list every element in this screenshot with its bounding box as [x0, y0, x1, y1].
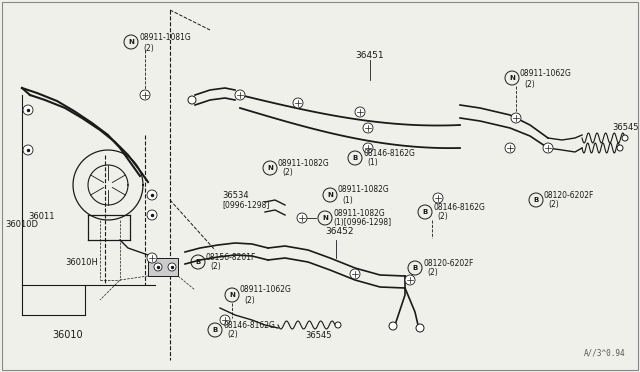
Text: (2): (2)	[210, 263, 221, 272]
Text: 08911-1081G: 08911-1081G	[139, 33, 191, 42]
Text: (2): (2)	[437, 212, 448, 221]
Text: B: B	[412, 265, 418, 271]
Circle shape	[140, 90, 150, 100]
Text: N: N	[128, 39, 134, 45]
Circle shape	[355, 107, 365, 117]
Text: 36011: 36011	[28, 212, 54, 221]
Text: 36010D: 36010D	[5, 220, 38, 229]
Text: N: N	[327, 192, 333, 198]
Text: (1): (1)	[367, 158, 378, 167]
Circle shape	[147, 253, 157, 263]
Text: N: N	[267, 165, 273, 171]
Text: [0996-1298]: [0996-1298]	[222, 201, 269, 209]
Text: A//3^0.94: A//3^0.94	[584, 349, 625, 358]
Text: 08156-8201F: 08156-8201F	[206, 253, 257, 262]
Text: B: B	[212, 327, 218, 333]
Circle shape	[335, 322, 341, 328]
Circle shape	[23, 105, 33, 115]
Circle shape	[622, 135, 628, 141]
Circle shape	[405, 275, 415, 285]
Text: B: B	[195, 259, 200, 265]
Text: (2): (2)	[427, 269, 438, 278]
Circle shape	[154, 263, 162, 271]
Circle shape	[147, 190, 157, 200]
Circle shape	[293, 98, 303, 108]
Text: 08120-6202F: 08120-6202F	[544, 190, 595, 199]
Circle shape	[297, 213, 307, 223]
Circle shape	[433, 193, 443, 203]
Circle shape	[363, 143, 373, 153]
Circle shape	[23, 145, 33, 155]
Text: 08911-1082G: 08911-1082G	[333, 208, 385, 218]
Text: 36545: 36545	[305, 330, 332, 340]
Text: 36010H: 36010H	[65, 258, 98, 267]
Circle shape	[220, 315, 230, 325]
Text: B: B	[353, 155, 358, 161]
Circle shape	[147, 210, 157, 220]
Text: (2): (2)	[548, 201, 559, 209]
Circle shape	[543, 143, 553, 153]
Text: 08146-8162G: 08146-8162G	[363, 148, 415, 157]
Circle shape	[505, 143, 515, 153]
Circle shape	[363, 123, 373, 133]
Text: (2): (2)	[244, 295, 255, 305]
Text: 08146-8162G: 08146-8162G	[433, 202, 485, 212]
Text: 08120-6202F: 08120-6202F	[423, 259, 474, 267]
Text: N: N	[229, 292, 235, 298]
Text: 36451: 36451	[356, 51, 384, 60]
Circle shape	[235, 90, 245, 100]
Circle shape	[168, 263, 176, 271]
Circle shape	[350, 269, 360, 279]
Text: 36534: 36534	[222, 190, 248, 199]
Text: 08911-1062G: 08911-1062G	[520, 68, 572, 77]
Text: (1)[0996-1298]: (1)[0996-1298]	[333, 218, 391, 228]
FancyBboxPatch shape	[148, 258, 178, 276]
Circle shape	[617, 145, 623, 151]
Text: (2): (2)	[143, 44, 154, 52]
Circle shape	[389, 322, 397, 330]
Text: 08911-1082G: 08911-1082G	[338, 186, 390, 195]
Text: 08146-8162G: 08146-8162G	[223, 321, 275, 330]
Text: 08911-1062G: 08911-1062G	[240, 285, 292, 295]
Text: B: B	[533, 197, 539, 203]
Text: 36545: 36545	[612, 124, 639, 132]
Text: B: B	[422, 209, 428, 215]
Circle shape	[416, 324, 424, 332]
Text: (2): (2)	[524, 80, 535, 89]
Text: 08911-1082G: 08911-1082G	[278, 158, 330, 167]
Text: N: N	[509, 75, 515, 81]
Text: 36452: 36452	[325, 228, 353, 237]
Circle shape	[511, 113, 521, 123]
Circle shape	[188, 96, 196, 104]
Text: N: N	[322, 215, 328, 221]
Text: 36010: 36010	[52, 330, 83, 340]
Text: (1): (1)	[342, 196, 353, 205]
Text: (2): (2)	[282, 169, 292, 177]
Text: (2): (2)	[227, 330, 237, 340]
